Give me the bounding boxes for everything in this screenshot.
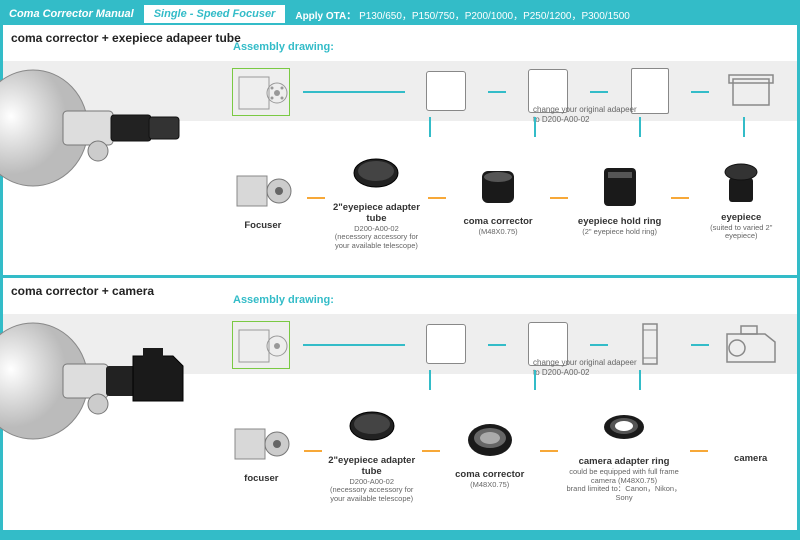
change-note-l2: to D200-A00-02 <box>533 115 637 125</box>
item-coma-corrector: coma corrector (M48X0.75) <box>450 159 546 237</box>
camera-outline-cell <box>713 316 789 374</box>
item-camera: camera <box>712 436 789 465</box>
focuser-outline-cell <box>223 68 299 116</box>
item-adapter-tube: 2"eyepiece adapter tube D200-A00-02 (nec… <box>326 398 418 504</box>
focuser-photo-icon <box>231 419 291 469</box>
header-mid: Single - Speed Focuser <box>144 5 286 23</box>
assembly-label: Assembly drawing: <box>233 294 334 306</box>
coma-corrector-photo-icon <box>474 165 522 209</box>
item-hold-ring: eyepiece hold ring (2" eyepiece hold rin… <box>572 159 668 237</box>
change-note-l2: to D200-A00-02 <box>533 368 637 378</box>
coma-corrector-photo-icon <box>465 419 515 461</box>
connector-icon <box>484 91 510 93</box>
vertical-connector-icon <box>429 117 431 137</box>
adapter-ring-photo-icon <box>601 410 647 444</box>
green-highlight-box <box>232 321 290 369</box>
section-camera: coma corrector + camera Assembly drawing… <box>3 278 797 530</box>
connector-icon <box>300 450 326 452</box>
change-note: change your original adapeer to D200-A00… <box>533 105 637 124</box>
focuser-outline-icon <box>233 322 291 370</box>
item-sub1: could be equipped with full frame camera… <box>562 468 687 485</box>
connector-icon <box>687 344 713 346</box>
adapter-tube-photo-icon <box>350 153 402 193</box>
adapter-ring-outline-icon <box>635 322 665 366</box>
connector-icon <box>299 344 409 346</box>
item-sub2: (necessory accessory for your available … <box>329 233 425 250</box>
item-title: focuser <box>244 474 278 485</box>
item-adapter-tube: 2"eyepiece adapter tube D200-A00-02 (nec… <box>329 145 425 251</box>
connector-icon <box>686 450 712 452</box>
header-right: Apply OTA： P130/650，P150/750，P200/1000，P… <box>295 7 630 22</box>
item-sub2: (necessory accessory for your available … <box>326 486 418 503</box>
item-sub1: (2" eyepiece hold ring) <box>582 228 657 237</box>
focuser-photo-icon <box>233 166 293 216</box>
item-focuser: focuser <box>223 416 300 485</box>
adapter-tube-outline-cell <box>409 63 485 121</box>
top-outline-row: change your original adapeer to D200-A00… <box>223 63 789 121</box>
item-title: 2"eyepiece adapter tube <box>326 456 418 478</box>
item-sub2: brand limited to：Canon，Nikon，Sony <box>562 485 687 502</box>
assembled-eyepiece-illustration <box>0 53 203 203</box>
section-title: coma corrector + exepiece adapeer tube <box>11 31 789 45</box>
connector-icon <box>299 91 409 93</box>
assembly-label: Assembly drawing: <box>233 41 334 53</box>
connector-icon <box>484 344 510 346</box>
connector-icon <box>546 197 572 199</box>
change-note: change your original adapeer to D200-A00… <box>533 358 637 377</box>
item-coma-corrector: coma corrector (M48X0.75) <box>444 412 536 490</box>
change-note-l1: change your original adapeer <box>533 105 637 115</box>
vertical-connector-icon <box>534 117 536 137</box>
eyepiece-outline-icon <box>727 69 775 113</box>
connector-icon <box>536 450 562 452</box>
connector-icon <box>424 197 450 199</box>
adapter-tube-photo-icon <box>346 406 398 446</box>
adapter-tube-outline-icon <box>426 324 466 364</box>
vertical-connector-icon <box>534 370 536 390</box>
vertical-connector-icon <box>639 370 641 390</box>
apply-ota-models: P130/650，P150/750，P200/1000，P250/1200，P3… <box>359 11 630 22</box>
focuser-outline-cell <box>223 321 299 369</box>
bottom-photo-row: Focuser 2"eyepiece adapter tube D200-A00… <box>223 145 789 251</box>
item-sub1: (M48X0.75) <box>470 481 509 490</box>
connector-icon <box>687 91 713 93</box>
connector-icon <box>418 450 444 452</box>
item-title: camera <box>734 454 767 465</box>
adapter-tube-outline-icon <box>426 71 466 111</box>
change-note-l1: change your original adapeer <box>533 358 637 368</box>
header-bar: Coma Corrector Manual Single - Speed Foc… <box>3 3 797 25</box>
item-adapter-ring: camera adapter ring could be equipped wi… <box>562 399 687 502</box>
eyepiece-outline-cell <box>713 63 789 121</box>
page: Coma Corrector Manual Single - Speed Foc… <box>0 0 800 540</box>
header-left: Coma Corrector Manual <box>9 8 134 20</box>
hold-ring-photo-icon <box>598 164 642 210</box>
item-title: Focuser <box>244 221 281 232</box>
item-focuser: Focuser <box>223 163 303 232</box>
vertical-connector-icon <box>429 370 431 390</box>
eyepiece-photo-icon <box>719 160 763 206</box>
camera-outline-icon <box>721 320 781 368</box>
top-outline-row: change your original adapeer to D200-A00… <box>223 316 789 374</box>
vertical-connector-icon <box>639 117 641 137</box>
vertical-connector-icon <box>743 117 745 137</box>
apply-ota-label: Apply OTA： <box>295 11 356 22</box>
green-highlight-box <box>232 68 290 116</box>
adapter-tube-outline-cell <box>409 316 485 374</box>
assembled-camera-illustration <box>0 306 203 456</box>
section-title: coma corrector + camera <box>11 284 789 298</box>
item-eyepiece: eyepiece (suited to varied 2" eyepiece) <box>693 155 789 241</box>
item-title: 2"eyepiece adapter tube <box>329 203 425 225</box>
connector-icon <box>667 197 693 199</box>
focuser-outline-icon <box>233 69 291 117</box>
connector-icon <box>586 344 612 346</box>
item-sub1: (M48X0.75) <box>478 228 517 237</box>
item-sub1: (suited to varied 2" eyepiece) <box>693 224 789 241</box>
connector-icon <box>586 91 612 93</box>
bottom-photo-row: focuser 2"eyepiece adapter tube D200-A00… <box>223 398 789 504</box>
section-eyepiece: coma corrector + exepiece adapeer tube A… <box>3 25 797 275</box>
connector-icon <box>303 197 329 199</box>
